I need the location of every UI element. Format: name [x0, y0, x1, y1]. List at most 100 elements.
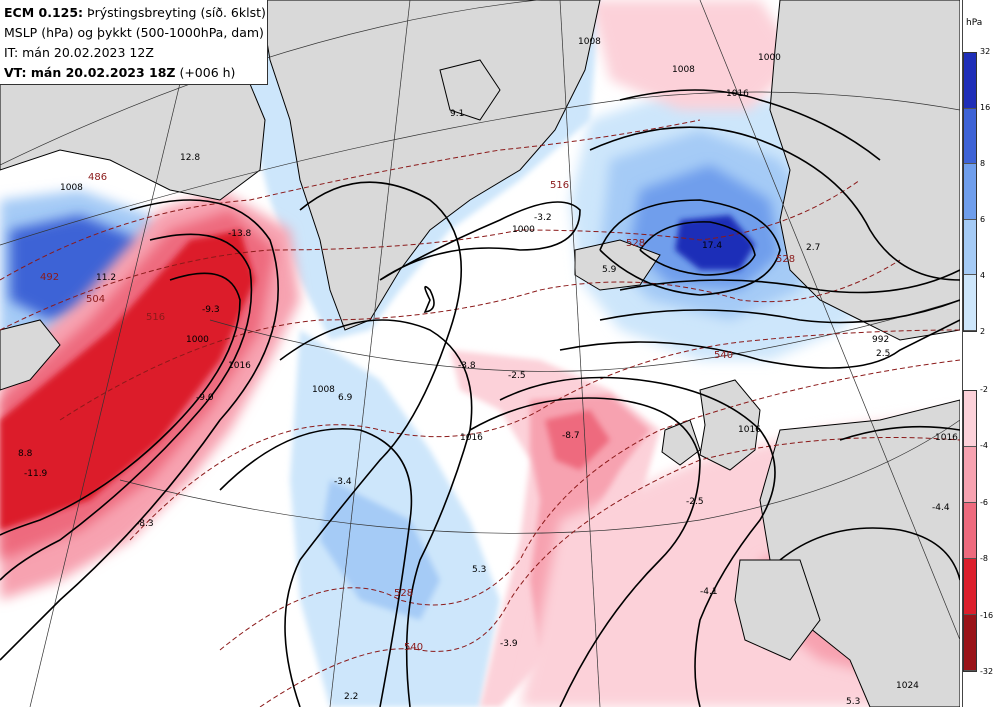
colorbar-segment — [964, 447, 976, 503]
colorbar-unit: hPa — [966, 18, 983, 28]
change-label: -8.3 — [136, 519, 154, 529]
pressure-change-labels: 12.8 -13.8 11.2 -9.3 8.8 -11.9 -9.0 -8.3… — [18, 109, 950, 707]
colorbar-segment — [964, 53, 976, 109]
isobar-label: 1016 — [935, 433, 958, 443]
thickness-label: 528 — [394, 588, 413, 599]
thickness-label: 504 — [86, 294, 105, 305]
colorbar-segment — [964, 559, 976, 615]
change-label: 5.9 — [602, 265, 617, 275]
svalbard-area — [439, 59, 501, 121]
colorbar-tick-label: -6 — [980, 497, 988, 507]
title-line-3: IT: mán 20.02.2023 12Z — [4, 45, 154, 60]
pressure-change-shading — [0, 0, 960, 707]
change-label: -3.9 — [500, 639, 518, 649]
isobar-label: 1008 — [578, 37, 601, 47]
thickness-label: 540 — [404, 642, 423, 653]
change-label: -3.2 — [534, 213, 552, 223]
change-label: 5.3 — [472, 565, 486, 575]
colorbar-segment — [964, 503, 976, 559]
colorbar-tick-label: 8 — [980, 159, 986, 168]
thickness-label: 492 — [40, 272, 59, 283]
canada-east — [0, 319, 61, 391]
isobar-label: 992 — [872, 335, 889, 345]
rise-area-norway-max — [675, 215, 755, 270]
scandinavia — [769, 0, 960, 341]
thickness-labels: 486 492 504 516 528 540 528 540 516 528 — [40, 172, 795, 653]
model-name: ECM 0.125: — [4, 5, 84, 20]
field-name: Þrýstingsbreyting (síð. 6klst) — [83, 5, 266, 20]
change-label: -8.7 — [562, 431, 580, 441]
change-label: 11.2 — [96, 273, 116, 283]
colorbar-tick-label: 16 — [980, 103, 991, 112]
change-label: 2.5 — [876, 349, 890, 359]
colorbar-tick-label: -2 — [980, 385, 988, 394]
fall-area-sw-core — [0, 230, 255, 530]
isobar-label: 1016 — [738, 425, 761, 435]
isobars — [0, 89, 960, 707]
isobar-label: 1000 — [758, 53, 781, 63]
colorbar-tick-label: -32 — [980, 667, 994, 676]
land — [0, 0, 960, 707]
thickness-label: 486 — [88, 172, 107, 183]
ireland — [661, 419, 701, 466]
valid-time: VT: mán 20.02.2023 18Z — [4, 65, 176, 80]
change-label: 2.2 — [344, 692, 358, 702]
europe-mainland — [759, 399, 960, 707]
change-label: 8.8 — [18, 449, 33, 459]
weather-map: 1008 1000 1008 1016 1008 1016 1000 1016 … — [0, 0, 960, 707]
iberia — [734, 559, 821, 661]
isobar-label: 1016 — [460, 433, 483, 443]
change-label: 2.7 — [806, 243, 820, 253]
change-label: -11.9 — [24, 469, 48, 479]
change-label: -9.3 — [202, 305, 220, 315]
colorbar-segment — [964, 615, 976, 671]
isobar-label: 1016 — [726, 89, 749, 99]
colorbar-tick-label: -16 — [980, 610, 994, 620]
isobar-label: 1008 — [672, 65, 695, 75]
map-title-box: ECM 0.125: Þrýstingsbreyting (síð. 6klst… — [0, 0, 268, 85]
change-label: -13.8 — [228, 229, 252, 239]
change-label: 6.9 — [338, 393, 353, 403]
colorbar-segment — [964, 164, 976, 220]
colorbar-segment — [964, 219, 976, 276]
isobar-label: 1000 — [186, 335, 209, 345]
title-line-2: MSLP (hPa) og þykkt (500-1000hPa, dam) — [4, 25, 264, 40]
colorbar-segment — [964, 275, 976, 331]
isobar-label: 1000 — [512, 225, 535, 235]
change-label: 5.3 — [846, 697, 860, 707]
isobar-label: 1008 — [312, 385, 335, 395]
change-label: -3.4 — [334, 477, 352, 487]
isobar-label: 1016 — [228, 361, 251, 371]
title-line-1: ECM 0.125: Þrýstingsbreyting (síð. 6klst… — [4, 3, 266, 23]
thickness-label: 516 — [550, 180, 569, 191]
thickness-label: 540 — [714, 350, 733, 361]
colorbar-segment — [964, 391, 976, 447]
isobar-labels: 1008 1000 1008 1016 1008 1016 1000 1016 … — [60, 37, 958, 691]
colorbar-tick-label: -4 — [980, 441, 988, 451]
isobar-label: 1008 — [60, 183, 83, 193]
colorbar-negative — [963, 390, 977, 672]
change-label: 9.1 — [450, 109, 464, 119]
change-label: -3.8 — [458, 361, 476, 371]
thickness-label: 516 — [146, 312, 165, 323]
thickness-contours — [0, 119, 960, 707]
colorbar-tick-label: 6 — [980, 215, 986, 224]
colorbar-tick-label: 2 — [980, 327, 986, 336]
thickness-label: 528 — [776, 254, 795, 265]
fall-area-north — [590, 0, 800, 110]
isobar-label: 1024 — [896, 681, 919, 691]
title-line-4: VT: mán 20.02.2023 18Z (+006 h) — [4, 63, 263, 83]
change-label: -4.4 — [932, 503, 950, 513]
colorbar-tick-label: 32 — [980, 47, 991, 56]
change-label: -2.5 — [686, 497, 704, 507]
change-label: 12.8 — [180, 153, 200, 163]
thickness-label: 528 — [626, 238, 645, 249]
graticule — [0, 0, 960, 707]
colorbar-tick-label: 4 — [980, 271, 986, 280]
lead-time: (+006 h) — [175, 65, 236, 80]
colorbar-segment — [964, 108, 976, 165]
colorbar-tick-label: -8 — [980, 554, 988, 564]
change-label: 17.4 — [702, 241, 722, 251]
fall-area-central-core — [545, 410, 610, 470]
change-label: -2.5 — [508, 371, 526, 381]
